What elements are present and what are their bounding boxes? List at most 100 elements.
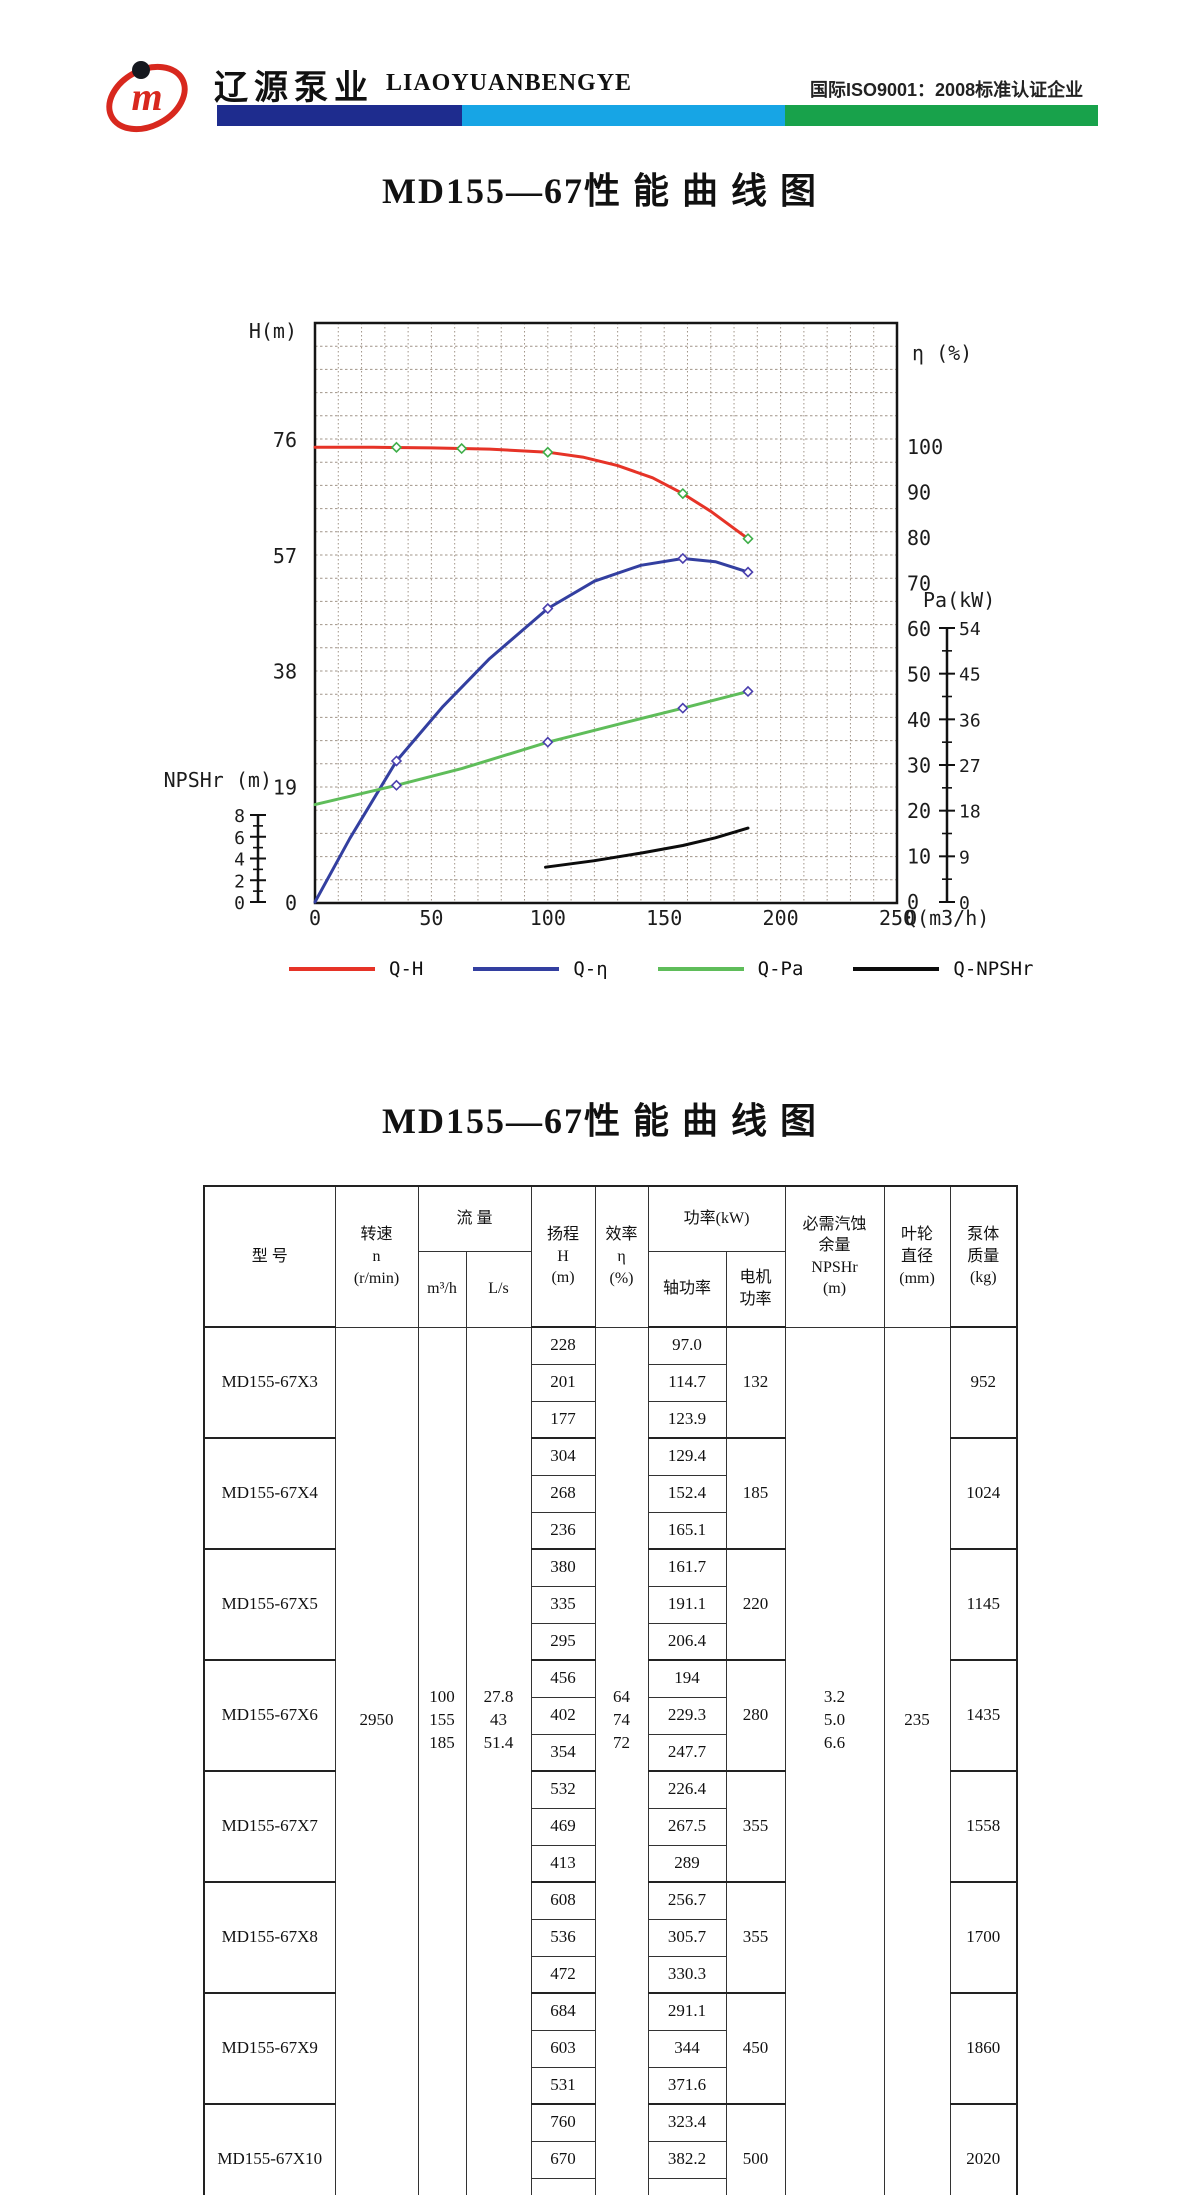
shaft-power-cell: 256.7 (647, 1881, 727, 1920)
motor-power-cell: 220 (725, 1548, 786, 1661)
col-header-efficiency: 效率 η (%) (594, 1185, 649, 1328)
npshr-axis-tick: 0 (234, 893, 245, 914)
chart-legend: Q-H Q-η Q-Pa Q-NPSHr (289, 958, 1084, 980)
motor-power-cell: 355 (725, 1770, 786, 1883)
npshr-axis-tick: 4 (234, 850, 245, 871)
shaft-power-cell: 226.4 (647, 1770, 727, 1809)
plot-frame (313, 321, 899, 905)
color-bar-segment-green (785, 105, 1098, 126)
x-axis-tick: 150 (646, 906, 682, 930)
eta-axis-tick: 40 (907, 708, 931, 732)
mass-cell: 1145 (949, 1548, 1018, 1661)
head-value-cell (530, 2177, 596, 2195)
h-axis-tick: 76 (273, 428, 297, 452)
h-axis-label: H(m) (249, 319, 297, 343)
col-header-speed: 转速 n (r/min) (334, 1185, 419, 1328)
shaft-power-cell: 289 (647, 1844, 727, 1883)
pa-axis-tick: 18 (959, 802, 981, 823)
shaft-power-cell: 194 (647, 1659, 727, 1698)
marker-Q-Pa (677, 702, 689, 714)
company-logo: m (100, 58, 195, 133)
eta-axis-tick: 70 (907, 572, 931, 596)
shaft-power-cell: 291.1 (647, 1992, 727, 2031)
brand-name-chinese: 辽源泵业 (214, 69, 374, 107)
shaft-power-cell: 191.1 (647, 1585, 727, 1624)
legend-item-Q-H: Q-H (289, 958, 423, 980)
marker-Q-H (456, 442, 468, 455)
model-cell: MD155-67X8 (203, 1881, 336, 1994)
model-cell: MD155-67X9 (203, 1992, 336, 2105)
shaft-power-cell (647, 2177, 727, 2195)
motor-power-cell: 132 (725, 1326, 786, 1439)
col-header-head: 扬程 H (m) (530, 1185, 596, 1328)
legend-line-swatch (853, 967, 940, 971)
shaft-power-cell: 382.2 (647, 2140, 727, 2179)
mass-cell: 1860 (949, 1992, 1018, 2105)
motor-power-cell: 500 (725, 2103, 786, 2195)
motor-power-cell: 355 (725, 1881, 786, 1994)
pa-axis-tick: 27 (959, 756, 981, 777)
pa-axis-tick: 45 (959, 665, 981, 686)
motor-power-cell: 185 (725, 1437, 786, 1550)
legend-label: Q-H (389, 958, 424, 980)
color-bar-segment-dark-blue (217, 105, 462, 126)
col-header-motor-power: 电机 功率 (725, 1251, 786, 1328)
mass-cell: 1024 (949, 1437, 1018, 1550)
eta-axis-tick: 50 (907, 663, 931, 687)
legend-label: Q-NPSHr (953, 958, 1034, 980)
pa-axis-tick: 54 (959, 619, 981, 640)
head-value-cell: 536 (530, 1918, 596, 1957)
shaft-power-cell: 247.7 (647, 1733, 727, 1772)
eta-axis-tick: 90 (907, 481, 931, 505)
pa-axis-label: Pa(kW) (923, 588, 995, 612)
head-value-cell: 469 (530, 1807, 596, 1846)
legend-label: Q-η (573, 958, 608, 980)
performance-spec-table: 型 号转速 n (r/min) 流 量扬程 H (m) 效率 η (%) 功率(kW)… (203, 1185, 1019, 2195)
head-value-cell: 608 (530, 1881, 596, 1920)
col-header-shaft-power: 轴功率 (647, 1251, 727, 1328)
legend-item-Q-η: Q-η (473, 958, 608, 980)
shaft-power-cell: 305.7 (647, 1918, 727, 1957)
shaft-power-cell: 229.3 (647, 1696, 727, 1735)
head-value-cell: 760 (530, 2103, 596, 2142)
curve-Q-H (313, 445, 750, 541)
shaft-power-cell: 165.1 (647, 1511, 727, 1550)
head-value-cell: 304 (530, 1437, 596, 1476)
eta-axis-tick: 30 (907, 754, 931, 778)
shaft-power-cell: 152.4 (647, 1474, 727, 1513)
pa-axis-tick: 0 (959, 893, 970, 914)
marker-Q-η (742, 566, 754, 578)
eta-axis-tick: 60 (907, 617, 931, 641)
shaft-power-cell: 267.5 (647, 1807, 727, 1846)
marker-Q-H (742, 533, 754, 545)
marker-Q-H (677, 487, 689, 500)
npshr-cell: 3.2 5.0 6.6 (784, 1326, 885, 2195)
model-cell: MD155-67X5 (203, 1548, 336, 1661)
shaft-power-cell: 323.4 (647, 2103, 727, 2142)
col-header-mass: 泵体 质量 (kg) (949, 1185, 1018, 1328)
head-value-cell: 236 (530, 1511, 596, 1550)
eta-axis-tick: 0 (907, 890, 919, 914)
col-header-impeller: 叶轮 直径 (mm) (883, 1185, 951, 1328)
head-value-cell: 228 (530, 1326, 596, 1365)
shaft-power-cell: 123.9 (647, 1400, 727, 1439)
head-value-cell: 201 (530, 1363, 596, 1402)
legend-line-swatch (657, 967, 744, 971)
head-value-cell: 335 (530, 1585, 596, 1624)
h-axis-tick: 57 (273, 544, 297, 568)
marker-Q-H (390, 441, 403, 453)
head-value-cell: 531 (530, 2066, 596, 2105)
head-value-cell: 603 (530, 2029, 596, 2068)
marker-Q-η (390, 755, 403, 767)
x-axis-tick: 250 (879, 906, 915, 930)
head-value-cell: 354 (530, 1733, 596, 1772)
head-value-cell: 177 (530, 1400, 596, 1439)
eta-axis-tick: 20 (907, 799, 931, 823)
flow-m3h-cell: 100 155 185 (417, 1326, 467, 2195)
chart-title: MD155—67性 能 曲 线 图 (382, 171, 818, 211)
col-header-flow-m3h: m³/h (417, 1251, 467, 1328)
brand-name-english: LIAOYUANBENGYE (386, 70, 633, 96)
eta-axis-label: η (%) (912, 341, 972, 365)
head-value-cell: 295 (530, 1622, 596, 1661)
model-cell: MD155-67X7 (203, 1770, 336, 1883)
